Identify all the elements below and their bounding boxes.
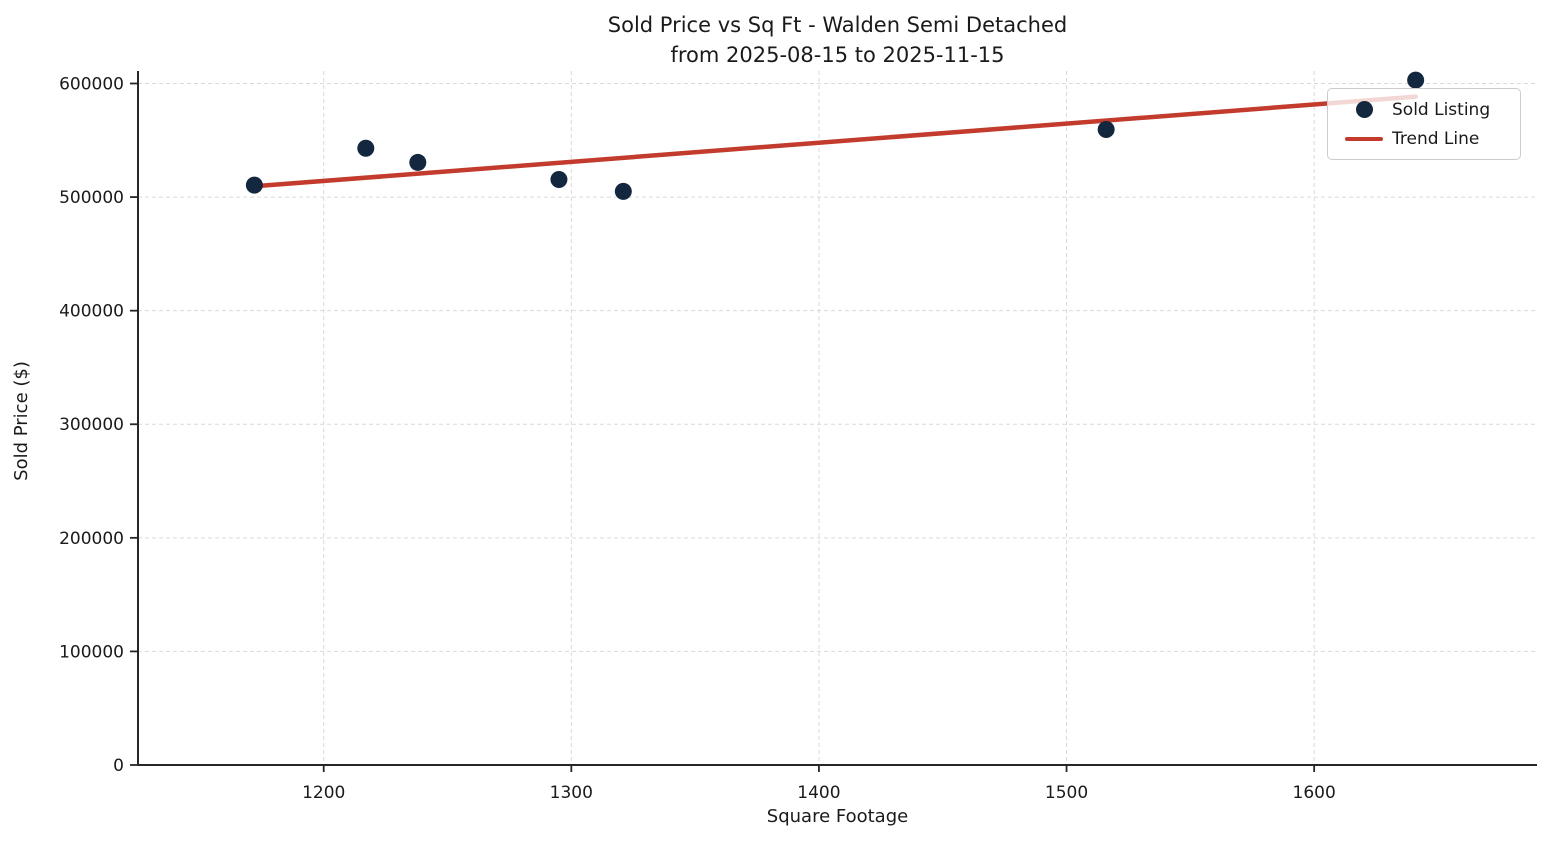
chart-title: Sold Price vs Sq Ft - Walden Semi Detach… bbox=[607, 13, 1068, 37]
x-axis-label: Square Footage bbox=[766, 806, 909, 827]
x-tick-label: 1500 bbox=[1045, 783, 1088, 803]
y-axis-label: Sold Price ($) bbox=[11, 361, 32, 481]
chart-title-block: Sold Price vs Sq Ft - Walden Semi Detach… bbox=[138, 10, 1537, 70]
y-tick-label: 500000 bbox=[59, 188, 124, 208]
scatter-point bbox=[357, 139, 375, 157]
trend-line-icon bbox=[1345, 136, 1383, 141]
scatter-point bbox=[245, 176, 263, 194]
y-tick-label: 100000 bbox=[59, 642, 124, 662]
chart-subtitle: from 2025-08-15 to 2025-11-15 bbox=[670, 43, 1005, 67]
scatter-point bbox=[550, 170, 568, 188]
scatter-point bbox=[1407, 71, 1425, 89]
legend-item-label: Trend Line bbox=[1392, 128, 1480, 149]
legend-item-sold-listing: Sold Listing bbox=[1336, 95, 1512, 124]
y-tick-label: 0 bbox=[113, 756, 124, 776]
x-tick-label: 1600 bbox=[1293, 783, 1336, 803]
trend-line bbox=[252, 94, 1418, 189]
sold-listing-dot-icon bbox=[1355, 101, 1373, 118]
legend-item-label: Sold Listing bbox=[1392, 99, 1491, 120]
x-tick-label: 1300 bbox=[550, 783, 593, 803]
legend-marker bbox=[1336, 136, 1392, 141]
y-tick-label: 300000 bbox=[59, 415, 124, 435]
x-tick-label: 1400 bbox=[797, 783, 840, 803]
y-tick-label: 600000 bbox=[59, 74, 124, 94]
scatter-point bbox=[409, 153, 427, 171]
scatter-point bbox=[1097, 120, 1115, 138]
y-tick-label: 200000 bbox=[59, 529, 124, 549]
legend-item-trend-line: Trend Line bbox=[1336, 124, 1512, 153]
x-tick-label: 1200 bbox=[302, 783, 345, 803]
scatter-point bbox=[614, 182, 632, 200]
legend: Sold Listing Trend Line bbox=[1327, 88, 1521, 160]
y-tick-label: 400000 bbox=[59, 302, 124, 322]
legend-marker bbox=[1336, 101, 1392, 118]
